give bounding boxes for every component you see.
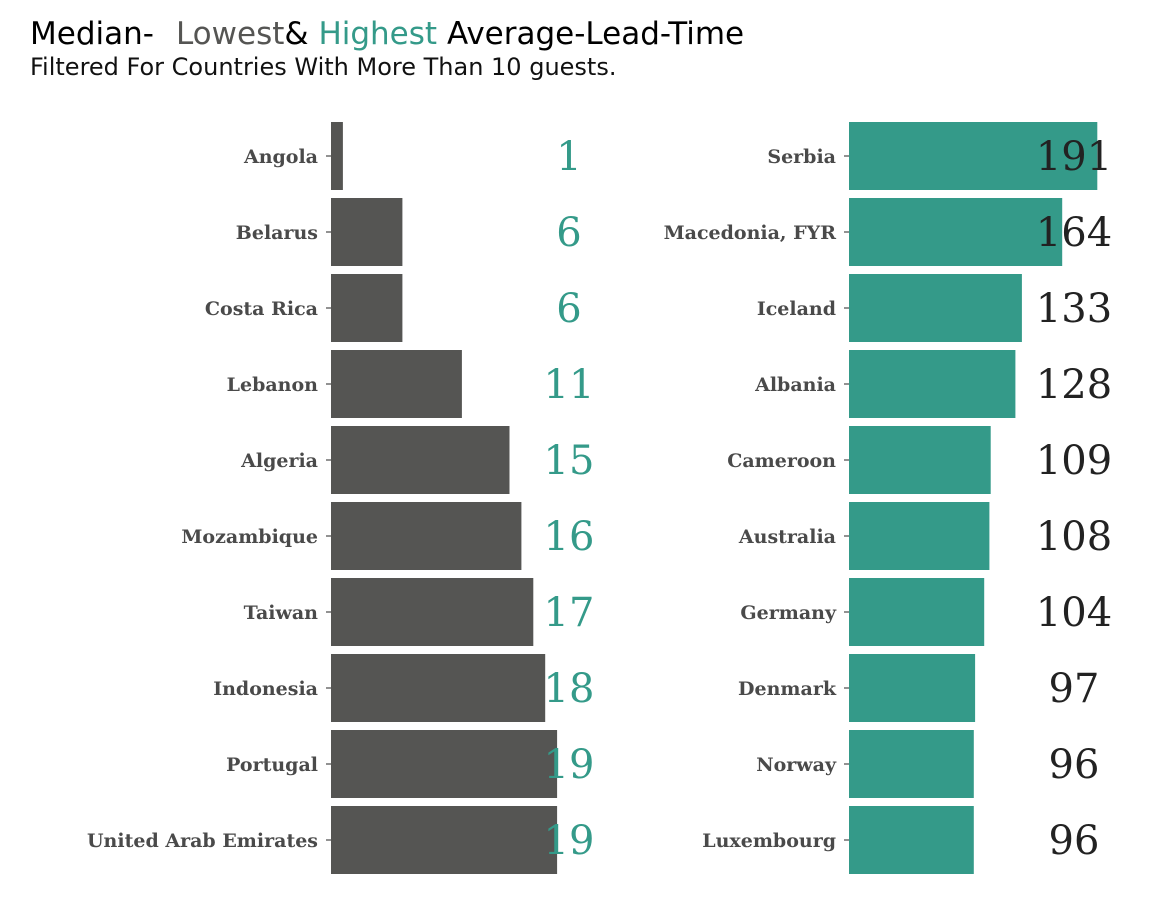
bar-united-arab-emirates	[331, 806, 558, 874]
bar-algeria	[331, 426, 510, 494]
value-label: 104	[1036, 590, 1112, 636]
bar-denmark	[849, 654, 976, 722]
title-block: Median- Lowest& Highest Average-Lead-Time…	[30, 14, 744, 82]
bar-angola	[331, 122, 343, 190]
bar-cameroon	[849, 426, 991, 494]
value-label: 6	[556, 210, 581, 256]
category-label: Lebanon	[227, 374, 319, 396]
category-label: Germany	[740, 602, 837, 624]
title-highest: Highest	[318, 16, 438, 52]
category-label: Serbia	[767, 146, 836, 168]
chart-title: Median- Lowest& Highest Average-Lead-Time	[30, 14, 744, 54]
value-label: 133	[1036, 286, 1112, 332]
category-label: United Arab Emirates	[87, 830, 318, 852]
value-label: 17	[544, 590, 595, 636]
bar-belarus	[331, 198, 403, 266]
category-label: Costa Rica	[205, 298, 318, 320]
bar-germany	[849, 578, 985, 646]
value-label: 15	[544, 438, 595, 484]
category-label: Luxembourg	[702, 830, 836, 852]
value-label: 164	[1036, 210, 1112, 256]
value-label: 128	[1036, 362, 1112, 408]
category-label: Australia	[738, 526, 836, 548]
bar-lebanon	[331, 350, 462, 418]
chart-subtitle: Filtered For Countries With More Than 10…	[30, 53, 617, 81]
bar-taiwan	[331, 578, 534, 646]
value-label: 108	[1036, 514, 1112, 560]
value-label: 97	[1049, 666, 1100, 712]
value-label: 1	[556, 134, 581, 180]
title-ampersand: &	[284, 16, 309, 52]
value-label: 109	[1036, 438, 1112, 484]
value-label: 191	[1036, 134, 1112, 180]
category-label: Belarus	[236, 222, 318, 244]
value-label: 96	[1049, 742, 1100, 788]
bar-portugal	[331, 730, 558, 798]
category-label: Cameroon	[727, 450, 836, 472]
bar-indonesia	[331, 654, 546, 722]
bar-serbia	[849, 122, 1098, 190]
bar-macedonia-fyr	[849, 198, 1063, 266]
value-label: 96	[1049, 818, 1100, 864]
bar-costa-rica	[331, 274, 403, 342]
title-metric: Average-Lead-Time	[446, 16, 745, 52]
bar-mozambique	[331, 502, 522, 570]
value-label: 19	[544, 818, 595, 864]
value-label: 11	[544, 362, 595, 408]
category-label: Norway	[756, 754, 837, 776]
value-label: 18	[544, 666, 595, 712]
bar-albania	[849, 350, 1016, 418]
category-label: Angola	[243, 146, 318, 168]
bar-norway	[849, 730, 974, 798]
value-label: 6	[556, 286, 581, 332]
title-median: Median-	[30, 16, 154, 52]
category-label: Macedonia, FYR	[664, 222, 837, 244]
panel-lowest: Angola 1 Belarus 6 Costa Rica 6 Lebanon 11 Alger…	[87, 122, 594, 874]
category-label: Indonesia	[213, 678, 318, 700]
category-label: Algeria	[240, 450, 318, 472]
category-label: Iceland	[757, 298, 836, 320]
title-lowest: Lowest	[175, 16, 285, 52]
value-label: 16	[544, 514, 595, 560]
category-label: Albania	[754, 374, 836, 396]
category-label: Taiwan	[244, 602, 319, 624]
bar-iceland	[849, 274, 1022, 342]
category-label: Mozambique	[181, 526, 318, 548]
bar-luxembourg	[849, 806, 974, 874]
category-label: Denmark	[738, 678, 837, 700]
bar-australia	[849, 502, 990, 570]
value-label: 19	[544, 742, 595, 788]
category-label: Portugal	[226, 754, 318, 776]
panel-highest: Serbia 191 Macedonia, FYR 164 Iceland 133 Alba…	[664, 122, 1112, 874]
